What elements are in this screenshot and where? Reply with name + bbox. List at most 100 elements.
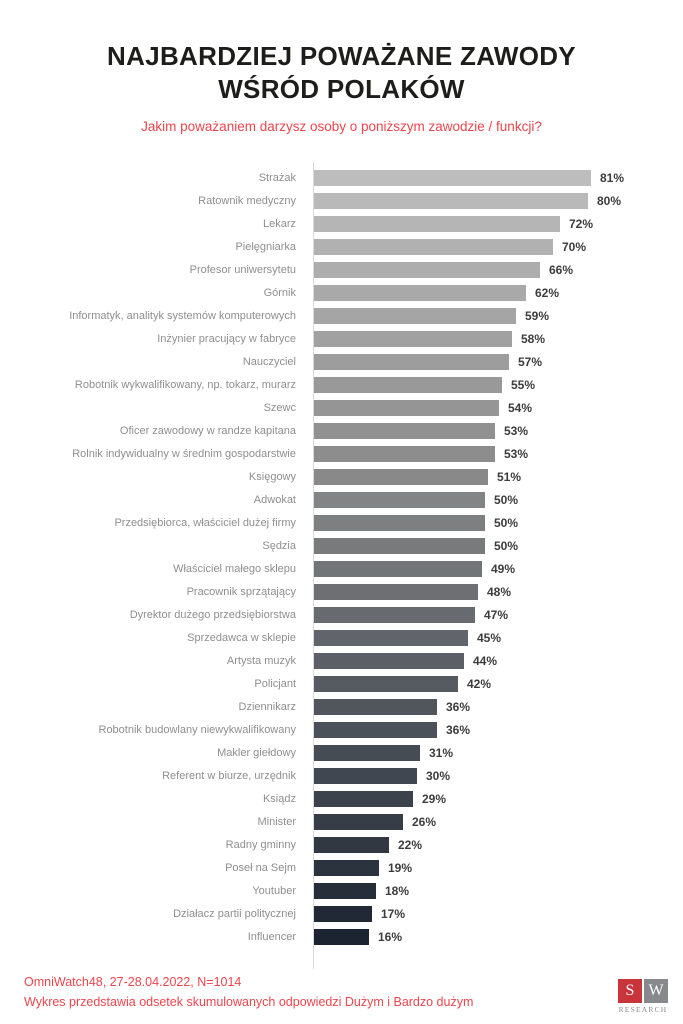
value-label: 36% [446,723,471,738]
bar [314,653,464,670]
value-label: 53% [504,424,529,439]
bar [314,308,516,325]
category-label: Artysta muzyk [226,655,296,668]
category-label: Sprzedawca w sklepie [187,632,296,645]
footer-note: OmniWatch48, 27-28.04.2022, N=1014 Wykre… [24,973,473,1012]
bar [314,676,458,693]
bar [314,768,417,785]
sw-research-logo: S W RESEARCH [617,979,669,1014]
value-label: 62% [535,286,560,301]
value-label: 81% [600,171,625,186]
bar-track: 42% [305,676,683,693]
value-label: 19% [388,861,413,876]
category-label: Profesor uniwersytetu [189,264,296,277]
chart-row: Minister 26% [0,811,683,834]
value-label: 44% [473,654,498,669]
bar-track: 58% [305,331,683,348]
value-label: 45% [477,631,502,646]
bar [314,377,502,394]
category-label: Policjant [254,678,296,691]
bar [314,883,376,900]
bar [314,929,369,946]
value-label: 47% [484,608,509,623]
value-label: 22% [398,838,423,853]
value-label: 30% [426,769,451,784]
chart-row: Dziennikarz 36% [0,696,683,719]
chart-row: Ratownik medyczny 80% [0,190,683,213]
bar [314,837,389,854]
category-label: Inżynier pracujący w fabryce [157,333,296,346]
footer-source: OmniWatch48, 27-28.04.2022, N=1014 [24,975,242,990]
chart-row: Referent w biurze, urzędnik 30% [0,765,683,788]
value-label: 57% [518,355,543,370]
value-label: 49% [491,562,516,577]
category-label: Lekarz [262,218,296,231]
bar-track: 44% [305,653,683,670]
chart-row: Nauczyciel 57% [0,351,683,374]
logo-caption: RESEARCH [618,1005,668,1014]
bar [314,515,485,532]
category-label: Nauczyciel [242,356,296,369]
chart-row: Makler giełdowy 31% [0,742,683,765]
bar-track: 50% [305,492,683,509]
chart-row: Ksiądz 29% [0,788,683,811]
bar [314,354,509,371]
category-label: Przedsiębiorca, właściciel dużej firmy [114,517,296,530]
bar-track: 17% [305,906,683,923]
value-label: 50% [494,493,519,508]
chart-row: Pracownik sprzątający 48% [0,581,683,604]
bar [314,446,495,463]
bar [314,584,478,601]
category-label: Właściciel małego sklepu [173,563,296,576]
category-label: Makler giełdowy [217,747,296,760]
category-label: Youtuber [252,885,296,898]
bar-track: 30% [305,768,683,785]
category-label: Informatyk, analityk systemów komputerow… [69,310,296,323]
category-label: Górnik [263,287,296,300]
bar-track: 59% [305,308,683,325]
chart-row: Robotnik budowlany niewykwalifikowany 36% [0,719,683,742]
bar [314,630,468,647]
title-line-2: WŚRÓD POLAKÓW [218,74,465,105]
value-label: 72% [569,217,594,232]
value-label: 55% [511,378,536,393]
category-label: Rolnik indywidualny w średnim gospodarst… [72,448,296,461]
category-label: Robotnik wykwalifikowany, np. tokarz, mu… [74,379,296,392]
bar [314,906,372,923]
category-label: Influencer [247,931,296,944]
value-label: 36% [446,700,471,715]
value-label: 17% [381,907,406,922]
value-label: 51% [497,470,522,485]
chart-row: Sprzedawca w sklepie 45% [0,627,683,650]
bar-track: 81% [305,170,683,187]
value-label: 66% [549,263,574,278]
chart-row: Oficer zawodowy w randze kapitana 53% [0,420,683,443]
bar-track: 48% [305,584,683,601]
chart-row: Robotnik wykwalifikowany, np. tokarz, mu… [0,374,683,397]
bar [314,860,379,877]
bar [314,400,499,417]
bar-track: 49% [305,561,683,578]
chart-subtitle: Jakim poważaniem darzysz osoby o poniższ… [141,118,542,134]
chart-row: Przedsiębiorca, właściciel dużej firmy 50… [0,512,683,535]
logo-squares: S W [617,979,669,1003]
bar-track: 16% [305,929,683,946]
bar [314,492,485,509]
category-label: Działacz partii politycznej [173,908,296,921]
value-label: 54% [508,401,533,416]
value-label: 50% [494,516,519,531]
value-label: 50% [494,539,519,554]
chart-row: Strażak 81% [0,167,683,190]
value-label: 26% [412,815,437,830]
value-label: 18% [385,884,410,899]
bar [314,561,482,578]
page-title: NAJBARDZIEJ POWAŻANE ZAWODY WŚRÓD POLAKÓ… [0,40,683,107]
bar-track: 53% [305,423,683,440]
bar [314,170,591,187]
bar-track: 22% [305,837,683,854]
bar [314,699,437,716]
chart-row: Policjant 42% [0,673,683,696]
title-line-1: NAJBARDZIEJ POWAŻANE ZAWODY [107,41,576,71]
bar [314,814,403,831]
